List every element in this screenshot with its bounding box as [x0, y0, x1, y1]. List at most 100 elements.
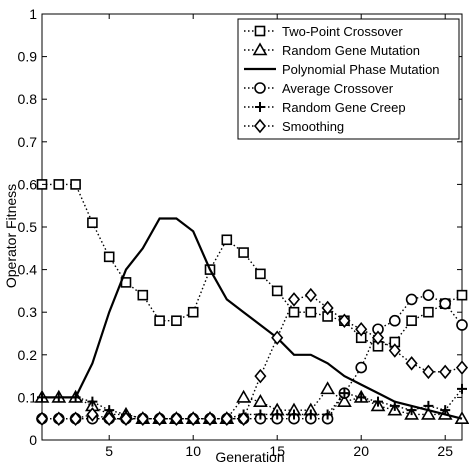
- legend-box: [237, 18, 460, 140]
- y-tick-label: 0.5: [18, 219, 38, 235]
- data-point: [405, 356, 418, 371]
- data-point: [252, 42, 268, 56]
- data-point: [406, 405, 417, 416]
- series-line: [42, 217, 463, 420]
- y-tick-label: 0.1: [18, 389, 38, 405]
- data-point: [423, 400, 434, 411]
- y-tick-label: 0.8: [18, 91, 38, 107]
- legend-entry: Smoothing: [244, 118, 344, 134]
- data-point: [440, 405, 451, 416]
- data-point: [456, 319, 468, 331]
- data-point: [423, 306, 434, 318]
- y-tick-label: 0.3: [18, 304, 38, 320]
- y-tick-label: 0.4: [18, 262, 38, 278]
- data-point: [87, 217, 98, 229]
- data-point: [388, 314, 401, 327]
- data-point: [119, 411, 133, 426]
- legend-label: Smoothing: [282, 119, 344, 134]
- legend-entry: Random Gene Creep: [244, 100, 406, 115]
- data-point: [320, 381, 335, 395]
- data-point: [389, 400, 400, 411]
- y-tick-label: 0.9: [18, 49, 38, 65]
- data-point: [187, 306, 199, 318]
- data-point: [304, 287, 317, 303]
- legend-label: Random Gene Mutation: [282, 43, 420, 58]
- data-point: [287, 292, 301, 307]
- x-tick-label: 5: [105, 443, 113, 459]
- data-point: [305, 409, 316, 420]
- legend-label: Polynomial Phase Mutation: [282, 62, 440, 77]
- data-point: [271, 285, 283, 297]
- data-point: [253, 394, 268, 407]
- data-point: [271, 330, 284, 346]
- x-tick-label: 15: [269, 443, 285, 459]
- data-point: [255, 409, 266, 420]
- data-point: [221, 234, 233, 246]
- data-point: [86, 407, 99, 422]
- data-point: [422, 364, 435, 380]
- data-point: [153, 411, 166, 426]
- series-two-point-crossover: [36, 179, 468, 352]
- legend-label: Average Crossover: [282, 81, 394, 96]
- y-tick-label: 1: [29, 6, 37, 22]
- data-point: [421, 406, 436, 420]
- data-point: [272, 409, 283, 420]
- data-point: [388, 343, 401, 358]
- data-point: [53, 392, 64, 403]
- y-axis-label: Operator Fitness: [3, 184, 19, 288]
- data-point: [255, 268, 266, 280]
- data-point: [254, 82, 266, 94]
- data-point: [337, 394, 352, 407]
- x-tick-label: 20: [353, 443, 369, 459]
- data-point: [439, 364, 452, 380]
- data-point: [456, 289, 468, 301]
- data-point: [288, 306, 300, 318]
- legend-entry: Random Gene Mutation: [244, 42, 420, 58]
- series-polynomial-phase-mutation: [42, 217, 463, 420]
- data-point: [254, 25, 266, 37]
- data-point: [103, 411, 116, 426]
- data-point: [187, 411, 200, 426]
- data-point: [371, 330, 385, 346]
- legend: Two-Point Crossover Random Gene Mutation P…: [237, 18, 460, 140]
- data-point: [136, 411, 149, 426]
- data-point: [236, 389, 251, 403]
- data-point: [405, 293, 418, 306]
- legend-label: Random Gene Creep: [282, 100, 406, 115]
- data-point: [238, 247, 249, 258]
- data-point: [69, 411, 82, 426]
- y-tick-label: 0: [29, 432, 37, 448]
- y-tick-label: 0.2: [18, 347, 38, 363]
- y-tick-label: 0.7: [18, 134, 38, 150]
- data-point: [70, 179, 81, 190]
- data-point: [422, 289, 435, 301]
- data-point: [339, 388, 350, 399]
- data-point: [137, 289, 149, 301]
- data-point: [87, 396, 98, 407]
- series-smoothing: [35, 287, 469, 426]
- data-point: [171, 315, 182, 327]
- data-point: [154, 315, 165, 327]
- legend-entry: Average Crossover: [244, 81, 394, 96]
- x-tick-label: 10: [185, 443, 201, 459]
- legend-entry: Polynomial Phase Mutation: [244, 62, 440, 77]
- legend-label: Two-Point Crossover: [282, 24, 403, 39]
- data-point: [355, 361, 368, 374]
- data-point: [35, 411, 49, 426]
- data-point: [322, 409, 333, 420]
- data-point: [355, 321, 368, 337]
- data-point: [220, 411, 233, 426]
- data-point: [103, 251, 115, 263]
- y-tick-label: 0.6: [18, 176, 38, 192]
- data-point: [321, 300, 334, 316]
- data-point: [253, 118, 267, 134]
- data-point: [455, 360, 469, 375]
- data-point: [406, 315, 417, 327]
- data-point: [305, 306, 317, 318]
- data-point: [338, 313, 351, 328]
- data-point: [439, 297, 452, 310]
- data-point: [457, 383, 467, 394]
- data-point: [373, 396, 383, 407]
- x-tick-label: 25: [437, 443, 453, 459]
- x-axis-label: Generation: [215, 449, 284, 465]
